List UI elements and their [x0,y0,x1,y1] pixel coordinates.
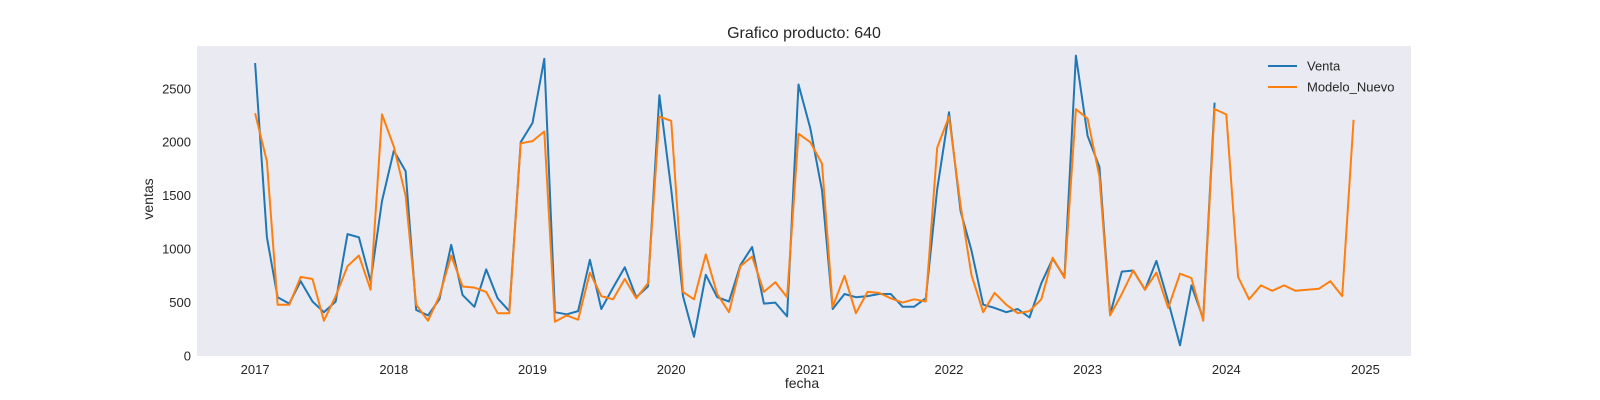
x-tick-label: 2025 [1351,362,1380,377]
x-axis-title: fecha [785,375,819,391]
y-axis-ticks: 0 500 1000 1500 2000 2500 [162,81,191,363]
x-tick-label: 2021 [796,362,825,377]
y-tick-label: 1500 [162,188,191,203]
y-tick-label: 500 [169,295,191,310]
x-tick-label: 2019 [518,362,547,377]
y-tick-label: 1000 [162,242,191,257]
x-tick-label: 2020 [657,362,686,377]
x-tick-label: 2018 [379,362,408,377]
chart-title: Grafico producto: 640 [727,25,881,42]
y-tick-label: 0 [184,349,191,364]
x-tick-label: 2022 [934,362,963,377]
x-tick-label: 2024 [1212,362,1241,377]
x-tick-label: 2017 [241,362,270,377]
y-axis-title: ventas [140,178,156,219]
x-axis-ticks: 2017 2018 2019 2020 2021 2022 2023 2024 2025 [241,362,1380,377]
y-tick-label: 2000 [162,135,191,150]
y-tick-label: 2500 [162,81,191,96]
legend: Venta Modelo_Nuevo [1268,59,1394,95]
legend-label: Modelo_Nuevo [1307,80,1394,95]
series-line-modelo-nuevo [254,108,1355,323]
series-layer [254,54,1355,347]
legend-label: Venta [1307,59,1341,74]
x-tick-label: 2023 [1073,362,1102,377]
plot-area [197,46,1411,356]
